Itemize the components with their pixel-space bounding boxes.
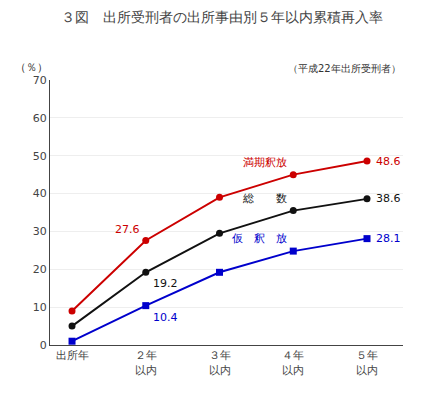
svg-text:５年以内: ５年以内: [356, 349, 378, 376]
svg-text:0: 0: [40, 339, 47, 352]
svg-text:総 数: 総 数: [242, 192, 287, 205]
svg-text:28.1: 28.1: [376, 232, 401, 245]
svg-text:仮 釈 放: 仮 釈 放: [232, 232, 287, 245]
svg-text:40: 40: [33, 187, 47, 200]
svg-text:２年以内: ２年以内: [135, 349, 157, 376]
svg-text:50: 50: [33, 150, 47, 163]
svg-text:27.6: 27.6: [115, 223, 140, 236]
svg-text:30: 30: [33, 225, 47, 238]
svg-text:60: 60: [33, 112, 47, 125]
svg-text:19.2: 19.2: [153, 277, 178, 290]
svg-text:出所年: 出所年: [56, 349, 89, 362]
svg-text:48.6: 48.6: [376, 155, 401, 168]
svg-text:３年以内: ３年以内: [209, 349, 231, 376]
svg-text:４年以内: ４年以内: [282, 349, 304, 376]
svg-text:20: 20: [33, 263, 47, 276]
svg-text:満期釈放: 満期釈放: [243, 156, 287, 169]
svg-text:３図 出所受刑者の出所事由別５年以内累積再入率: ３図 出所受刑者の出所事由別５年以内累積再入率: [61, 9, 383, 25]
svg-text:（％）: （％）: [15, 61, 48, 74]
svg-text:38.6: 38.6: [376, 192, 401, 205]
svg-text:（平成22年出所受刑者）: （平成22年出所受刑者）: [288, 63, 401, 74]
svg-text:70: 70: [33, 74, 47, 87]
svg-text:10.4: 10.4: [153, 311, 178, 324]
svg-text:10: 10: [33, 301, 47, 314]
